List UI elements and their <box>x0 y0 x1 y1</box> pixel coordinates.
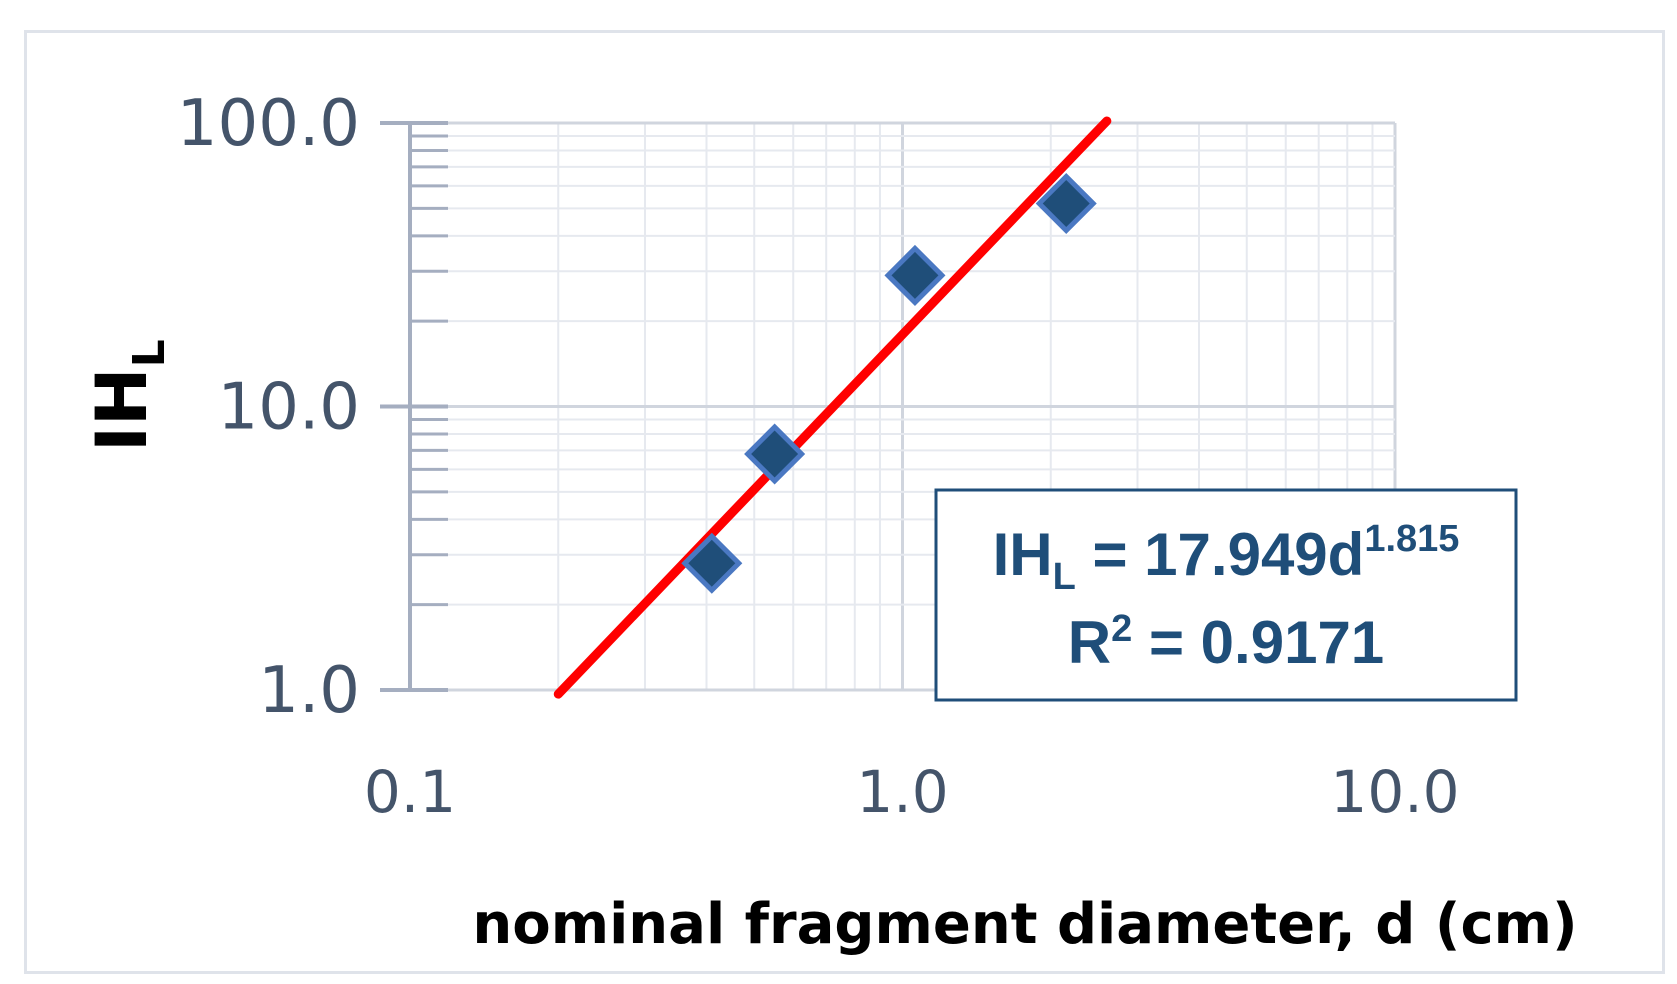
y-axis-label-sub: L <box>124 339 175 367</box>
y-axis-label: IHL <box>81 339 175 452</box>
eq-rest: = 17.949d <box>1076 521 1365 588</box>
x-tick-label: 10.0 <box>1330 758 1459 826</box>
r-squared: R2 = 0.9171 <box>1068 608 1384 676</box>
trendline-equation: IHL = 17.949d1.815 <box>993 518 1460 598</box>
data-point <box>681 532 743 594</box>
r2-main: R <box>1068 609 1111 676</box>
data-points <box>681 172 1097 594</box>
y-tick-label: 1.0 <box>258 654 360 728</box>
data-point <box>884 244 946 306</box>
r2-exp: 2 <box>1111 608 1132 650</box>
x-tick-label: 1.0 <box>856 758 948 826</box>
chart-frame <box>24 30 1665 974</box>
equation-box-border <box>934 488 1518 702</box>
y-axis-label-main: IH <box>81 367 163 452</box>
eq-main: IH <box>993 521 1053 588</box>
trendline-group <box>553 116 1112 699</box>
x-tick-label: 0.1 <box>364 758 456 826</box>
x-axis-label: nominal fragment diameter, d (cm) <box>472 892 1577 957</box>
y-tick-label: 100.0 <box>177 87 360 161</box>
axes <box>380 121 448 692</box>
data-point <box>1035 172 1097 235</box>
eq-exp: 1.815 <box>1364 518 1459 560</box>
trendline <box>553 116 1112 699</box>
eq-sub: L <box>1053 556 1076 598</box>
data-point <box>744 423 806 485</box>
y-tick-label: 10.0 <box>218 371 361 445</box>
equation-box: IHL = 17.949d1.815 R2 = 0.9171 <box>934 488 1518 702</box>
r2-rest: = 0.9171 <box>1132 609 1384 676</box>
